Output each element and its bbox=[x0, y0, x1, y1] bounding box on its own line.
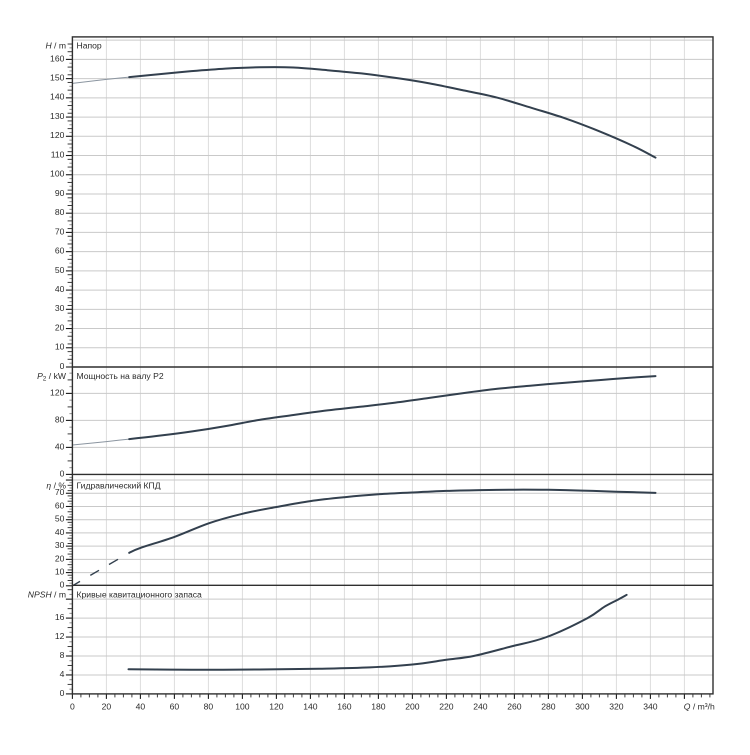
svg-text:16: 16 bbox=[55, 612, 65, 622]
svg-text:60: 60 bbox=[55, 500, 65, 510]
svg-text:4: 4 bbox=[60, 669, 65, 679]
svg-text:50: 50 bbox=[55, 265, 65, 275]
svg-text:260: 260 bbox=[507, 702, 522, 712]
svg-text:180: 180 bbox=[371, 702, 386, 712]
svg-text:0: 0 bbox=[60, 688, 65, 698]
svg-text:280: 280 bbox=[541, 702, 556, 712]
svg-text:50: 50 bbox=[55, 514, 65, 524]
svg-text:140: 140 bbox=[303, 702, 318, 712]
svg-text:320: 320 bbox=[609, 702, 624, 712]
svg-text:60: 60 bbox=[170, 702, 180, 712]
svg-text:300: 300 bbox=[575, 702, 590, 712]
svg-text:150: 150 bbox=[50, 73, 65, 83]
svg-text:70: 70 bbox=[55, 487, 65, 497]
svg-text:70: 70 bbox=[55, 226, 65, 236]
svg-text:0: 0 bbox=[60, 580, 65, 590]
svg-text:30: 30 bbox=[55, 303, 65, 313]
svg-text:40: 40 bbox=[55, 441, 65, 451]
svg-text:Кривые кавитационного запаса: Кривые кавитационного запаса bbox=[77, 590, 203, 600]
svg-text:120: 120 bbox=[269, 702, 284, 712]
svg-text:Гидравлический КПД: Гидравлический КПД bbox=[77, 481, 161, 491]
svg-text:Напор: Напор bbox=[77, 41, 102, 51]
svg-text:Мощность на валу P2: Мощность на валу P2 bbox=[77, 371, 164, 381]
svg-text:Q / m³/h: Q / m³/h bbox=[684, 702, 715, 712]
svg-text:160: 160 bbox=[50, 53, 65, 63]
svg-text:40: 40 bbox=[55, 284, 65, 294]
svg-text:220: 220 bbox=[439, 702, 454, 712]
svg-text:0: 0 bbox=[60, 468, 65, 478]
svg-text:NPSH / m: NPSH / m bbox=[28, 590, 66, 600]
svg-text:30: 30 bbox=[55, 540, 65, 550]
svg-text:140: 140 bbox=[50, 92, 65, 102]
svg-text:H / m: H / m bbox=[45, 41, 66, 51]
svg-text:12: 12 bbox=[55, 631, 65, 641]
svg-text:120: 120 bbox=[50, 387, 65, 397]
svg-text:80: 80 bbox=[55, 414, 65, 424]
svg-text:90: 90 bbox=[55, 188, 65, 198]
svg-text:0: 0 bbox=[60, 361, 65, 371]
svg-text:110: 110 bbox=[51, 149, 65, 159]
svg-text:20: 20 bbox=[55, 553, 65, 563]
svg-text:160: 160 bbox=[337, 702, 352, 712]
svg-text:340: 340 bbox=[643, 702, 658, 712]
svg-text:0: 0 bbox=[70, 702, 75, 712]
svg-text:80: 80 bbox=[204, 702, 214, 712]
svg-text:60: 60 bbox=[55, 246, 65, 256]
svg-text:10: 10 bbox=[55, 567, 65, 577]
svg-text:20: 20 bbox=[55, 322, 65, 332]
svg-text:200: 200 bbox=[405, 702, 420, 712]
svg-text:10: 10 bbox=[55, 342, 65, 352]
svg-text:100: 100 bbox=[50, 169, 65, 179]
svg-text:20: 20 bbox=[102, 702, 112, 712]
svg-text:240: 240 bbox=[473, 702, 488, 712]
svg-text:100: 100 bbox=[235, 702, 250, 712]
svg-text:8: 8 bbox=[60, 650, 65, 660]
svg-text:P2 / kW: P2 / kW bbox=[37, 371, 67, 383]
svg-text:130: 130 bbox=[50, 111, 65, 121]
svg-text:40: 40 bbox=[136, 702, 146, 712]
svg-text:η / %: η / % bbox=[46, 481, 66, 491]
svg-text:80: 80 bbox=[55, 207, 65, 217]
svg-text:40: 40 bbox=[55, 527, 65, 537]
svg-text:120: 120 bbox=[50, 130, 65, 140]
